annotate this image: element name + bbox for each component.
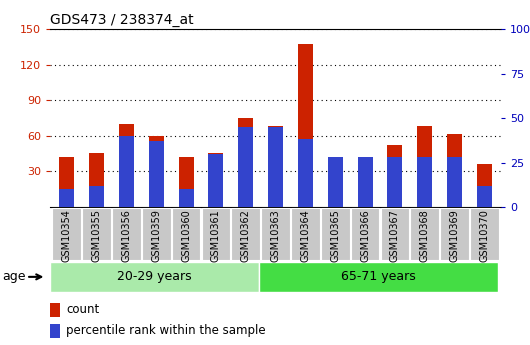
Text: age: age	[3, 270, 26, 283]
FancyBboxPatch shape	[259, 262, 498, 292]
Bar	[238, 118, 253, 207]
Bar	[477, 164, 492, 207]
Bar	[298, 139, 313, 207]
Bar	[59, 189, 74, 207]
FancyBboxPatch shape	[52, 208, 81, 260]
Text: GSM10364: GSM10364	[301, 209, 311, 262]
Bar	[358, 157, 373, 207]
Text: 65-71 years: 65-71 years	[341, 270, 416, 283]
FancyBboxPatch shape	[351, 208, 379, 260]
Text: GSM10360: GSM10360	[181, 209, 191, 262]
Bar	[50, 324, 60, 338]
Text: GDS473 / 238374_at: GDS473 / 238374_at	[50, 13, 194, 27]
Bar	[179, 189, 193, 207]
Bar	[447, 157, 462, 207]
Bar	[119, 136, 134, 207]
FancyBboxPatch shape	[410, 208, 439, 260]
Bar	[149, 141, 164, 207]
Text: GSM10368: GSM10368	[420, 209, 430, 262]
Text: GSM10366: GSM10366	[360, 209, 370, 262]
Text: GSM10356: GSM10356	[121, 209, 131, 262]
Bar	[208, 152, 223, 207]
FancyBboxPatch shape	[172, 208, 200, 260]
Bar	[477, 186, 492, 207]
Text: GSM10363: GSM10363	[271, 209, 280, 262]
FancyBboxPatch shape	[82, 208, 111, 260]
Text: 20-29 years: 20-29 years	[118, 270, 192, 283]
Bar	[387, 145, 402, 207]
Text: GSM10369: GSM10369	[449, 209, 460, 262]
FancyBboxPatch shape	[112, 208, 141, 260]
Bar	[59, 157, 74, 207]
Bar	[179, 157, 193, 207]
Bar	[358, 157, 373, 207]
Bar	[149, 136, 164, 207]
Text: GSM10370: GSM10370	[480, 209, 489, 262]
Bar	[268, 127, 283, 207]
Text: GSM10367: GSM10367	[390, 209, 400, 262]
Bar	[50, 303, 60, 317]
Bar	[417, 157, 432, 207]
FancyBboxPatch shape	[142, 208, 171, 260]
Bar	[208, 154, 223, 207]
Bar	[417, 127, 432, 207]
FancyBboxPatch shape	[232, 208, 260, 260]
FancyBboxPatch shape	[470, 208, 499, 260]
FancyBboxPatch shape	[440, 208, 469, 260]
Bar	[447, 134, 462, 207]
Bar	[268, 127, 283, 207]
Text: GSM10361: GSM10361	[211, 209, 221, 262]
Bar	[328, 162, 343, 207]
FancyBboxPatch shape	[291, 208, 320, 260]
Bar	[328, 157, 343, 207]
Bar	[119, 124, 134, 207]
Bar	[89, 152, 104, 207]
Bar	[89, 186, 104, 207]
Text: GSM10365: GSM10365	[330, 209, 340, 262]
Text: GSM10355: GSM10355	[92, 209, 102, 262]
Bar	[238, 127, 253, 207]
Text: GSM10359: GSM10359	[151, 209, 161, 262]
Text: percentile rank within the sample: percentile rank within the sample	[66, 324, 266, 337]
FancyBboxPatch shape	[321, 208, 350, 260]
Text: GSM10354: GSM10354	[62, 209, 72, 262]
FancyBboxPatch shape	[201, 208, 230, 260]
Text: GSM10362: GSM10362	[241, 209, 251, 262]
FancyBboxPatch shape	[50, 262, 259, 292]
FancyBboxPatch shape	[381, 208, 409, 260]
Text: count: count	[66, 303, 99, 316]
Bar	[387, 157, 402, 207]
FancyBboxPatch shape	[261, 208, 290, 260]
Bar	[298, 43, 313, 207]
